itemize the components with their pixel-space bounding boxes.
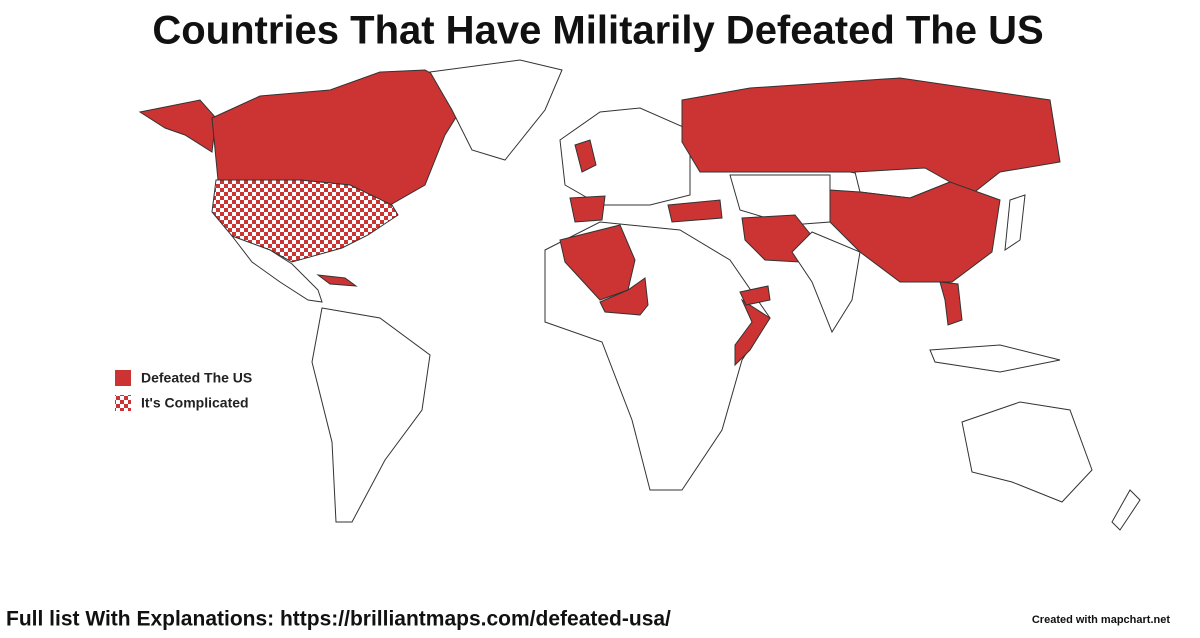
legend-swatch [115, 370, 131, 386]
legend: Defeated The US It's Complicated [115, 370, 252, 411]
australia [961, 401, 1093, 503]
europe [559, 107, 691, 206]
footer-link: Full list With Explanations: https://bri… [6, 608, 671, 631]
somalia [734, 298, 771, 367]
usa [211, 179, 399, 263]
legend-label: It's Complicated [141, 395, 249, 411]
legend-label: Defeated The US [141, 370, 252, 386]
map-title: Countries That Have Militarily Defeated … [152, 9, 1043, 53]
vietnam [939, 281, 963, 326]
cuba [316, 274, 358, 287]
central-america [230, 234, 323, 303]
libya-chad [599, 277, 649, 316]
greenland [429, 59, 563, 161]
uk [574, 139, 597, 173]
china [829, 181, 1001, 283]
alaska [138, 99, 217, 153]
turkey [667, 199, 723, 223]
world-map [138, 59, 1141, 531]
japan [1004, 194, 1026, 252]
spain [569, 195, 606, 223]
south-america [311, 307, 431, 523]
yemen [739, 285, 771, 306]
indonesia [929, 344, 1061, 373]
new-zealand [1111, 489, 1141, 531]
legend-swatch [115, 395, 131, 411]
credit: Created with mapchart.net [1032, 614, 1170, 626]
central-asia [729, 174, 831, 226]
india [791, 231, 861, 334]
